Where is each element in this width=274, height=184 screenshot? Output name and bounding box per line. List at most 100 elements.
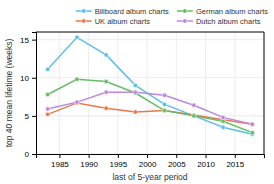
data-point [192,114,196,118]
data-point [162,108,166,112]
legend-entry: Billboard album charts [95,7,169,16]
data-point [133,90,137,94]
data-point [45,107,49,111]
y-axis-title: top 40 mean lifetime (weeks) [4,39,14,148]
data-point [75,77,79,81]
tick: 1990 [80,154,98,169]
data-point [133,110,137,114]
data-point [250,122,254,126]
x-axis: 1985 1990 1995 2000 2005 2010 2015 [37,154,265,169]
series-line [48,103,253,124]
tick-mark [176,154,177,158]
data-point [104,90,108,94]
data-point [133,83,137,87]
tick-label: 1995 [109,160,127,169]
tick: 5 [25,112,36,121]
grid-line-x [88,32,89,154]
legend-item: Dutch album charts [177,17,261,26]
tick-mark [59,154,60,158]
tick-mark [235,154,236,158]
tick-mark [32,154,36,155]
data-point [221,125,225,129]
tick: 10 [20,74,36,83]
tick-label: 2010 [197,160,215,169]
tick-label: 1985 [51,160,69,169]
tick: 2010 [197,154,215,169]
legend-marker [81,9,85,13]
series-line [48,92,253,124]
grid-line-x [205,32,206,154]
tick-label: 1990 [80,160,98,169]
data-point [75,100,79,104]
grid-line-y [36,39,264,40]
x-axis-title: last of 5-year period [112,172,187,182]
legend-item: German album charts [177,7,268,16]
data-point [192,113,196,117]
tick-mark [32,40,36,41]
series-line [48,79,253,132]
data-point [250,130,254,134]
grid-line-x [59,32,60,154]
tick-label: 15 [20,36,29,45]
data-point [45,92,49,96]
grid-line-x [234,32,235,154]
tick-mark [32,116,36,117]
tick: 2005 [168,154,186,169]
tick: 2000 [139,154,157,169]
tick: 15 [20,36,36,45]
legend-marker [183,19,187,23]
y-axis: 0 5 10 15 [20,33,36,160]
frame [36,32,264,33]
tick-label: 10 [20,74,29,83]
grid [36,32,264,154]
data-point [133,91,137,95]
grid-line-y [36,115,264,116]
grid-line-x [117,32,118,154]
data-point [104,106,108,110]
data-point [250,122,254,126]
plot-area: 1985 1990 1995 2000 2005 2010 2015 0 5 10 15 [20,32,264,169]
legend-item: UK album charts [76,17,151,26]
data-point [162,108,166,112]
legend-marker [81,19,85,23]
axis-line [32,33,37,155]
tick-label: 2005 [168,160,186,169]
legend-entry: Dutch album charts [196,17,261,26]
data-point [192,114,196,118]
data-point [162,102,166,106]
tick-label: 2015 [226,160,244,169]
data-point [75,35,79,39]
tick-label: 5 [25,112,30,121]
data-point [45,112,49,116]
data-point [221,115,225,119]
frame [264,32,265,154]
tick: 1995 [109,154,127,169]
legend: Billboard album chartsUK album charts Ger… [76,7,269,26]
axis-line [37,155,265,159]
series-group [45,35,254,136]
data-point [192,103,196,107]
tick-mark [32,78,36,79]
chart: Billboard album chartsUK album charts Ger… [0,0,274,184]
tick: 0 [25,150,36,159]
tick: 1985 [51,154,69,169]
legend-entry: German album charts [196,7,268,16]
grid-line-x [176,32,177,154]
series-line [48,37,253,134]
tick-mark [147,154,148,158]
data-point [75,101,79,105]
data-point [45,67,49,71]
data-point [104,79,108,83]
legend-entry: UK album charts [95,17,151,26]
tick-mark [89,154,90,158]
tick-label: 0 [25,150,30,159]
data-point [162,93,166,97]
grid-line-y [36,77,264,78]
data-point [104,53,108,57]
legend-item: Billboard album charts [76,7,169,16]
tick-mark [118,154,119,158]
tick-mark [206,154,207,158]
tick-label: 2000 [139,160,157,169]
legend-marker [183,9,187,13]
tick: 2015 [226,154,244,169]
